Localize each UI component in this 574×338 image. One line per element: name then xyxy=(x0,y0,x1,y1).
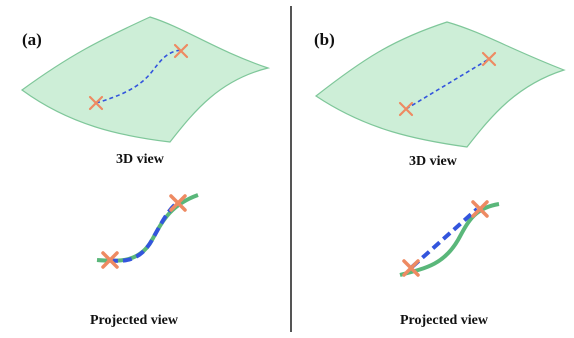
projected-curve-a xyxy=(96,193,199,263)
projected-geodesic-a xyxy=(108,201,179,263)
x-mark-icon xyxy=(169,194,187,212)
panel-label-a: (a) xyxy=(22,30,42,49)
diagram-b-svg xyxy=(314,21,566,277)
caption-projected-view-b: Projected view xyxy=(400,313,488,328)
x-mark-icon xyxy=(402,259,420,277)
x-mark-icon xyxy=(101,251,119,269)
panel-label-b: (b) xyxy=(314,30,335,49)
x-mark-icon xyxy=(481,51,497,67)
surface-3d-a xyxy=(20,16,271,143)
caption-3d-view-a: 3D view xyxy=(116,152,164,167)
panel-a: (a) 3D view Projected view xyxy=(20,16,271,328)
x-mark-icon xyxy=(398,101,414,117)
caption-projected-view-a: Projected view xyxy=(90,313,178,328)
x-mark-icon xyxy=(173,43,189,59)
surface-3d-b xyxy=(314,21,566,148)
straight-path-3d-b xyxy=(405,58,490,110)
caption-3d-view-b: 3D view xyxy=(409,154,457,169)
panel-b: (b) 3D view Projected view xyxy=(292,0,574,338)
diagram-a-svg xyxy=(20,16,271,269)
x-mark-icon xyxy=(471,200,489,218)
projected-straight-path-b xyxy=(410,207,479,269)
panel-divider xyxy=(290,6,292,332)
x-mark-icon xyxy=(88,95,104,111)
